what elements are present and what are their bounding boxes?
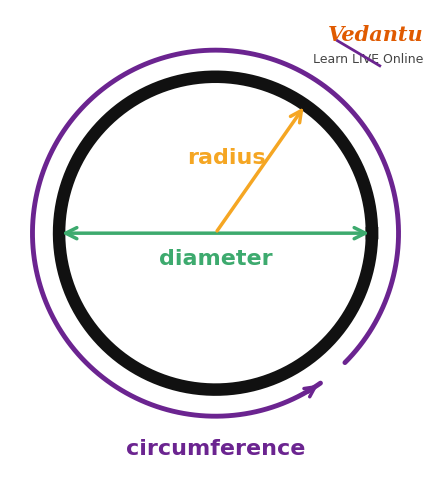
Text: circumference: circumference bbox=[126, 439, 304, 459]
Text: Learn LIVE Online: Learn LIVE Online bbox=[313, 54, 423, 67]
Text: Vedantu: Vedantu bbox=[327, 25, 423, 45]
Text: radius: radius bbox=[186, 148, 264, 168]
Text: diameter: diameter bbox=[158, 249, 272, 269]
